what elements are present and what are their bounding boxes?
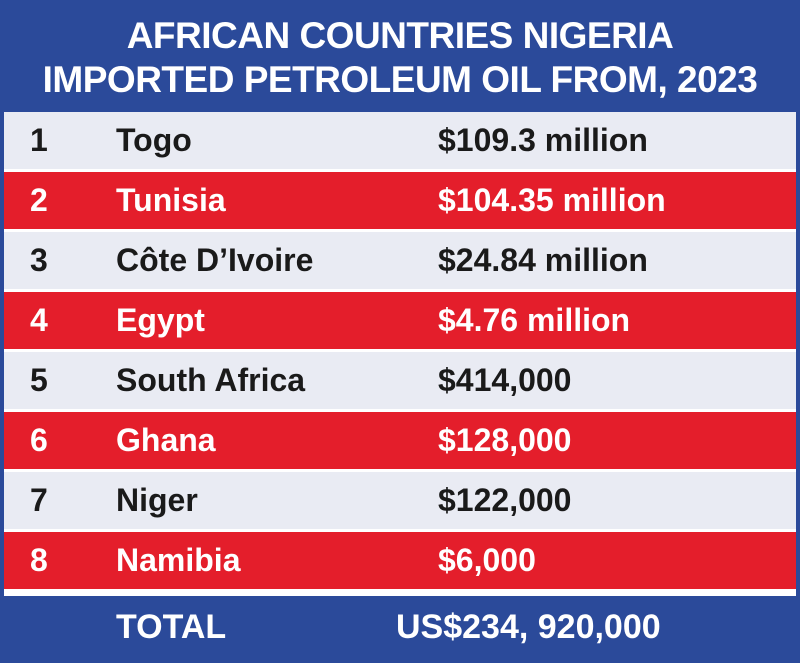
country-cell: Tunisia [116, 182, 226, 218]
table-row: 8 Namibia $6,000 [4, 532, 796, 592]
title-line-1: AFRICAN COUNTRIES NIGERIA [126, 15, 674, 56]
rank-cell: 8 [30, 542, 48, 578]
table-row: 2 Tunisia $104.35 million [4, 172, 796, 232]
value-cell: $109.3 million [438, 122, 648, 158]
country-cell: Egypt [116, 302, 205, 338]
rank-cell: 7 [30, 482, 48, 518]
country-cell: Côte D’Ivoire [116, 242, 314, 278]
rank-cell: 3 [30, 242, 48, 278]
country-cell: Togo [116, 122, 192, 158]
value-cell: $128,000 [438, 422, 572, 458]
table-row: 5 South Africa $414,000 [4, 352, 796, 412]
table-title: AFRICAN COUNTRIES NIGERIA IMPORTED PETRO… [4, 4, 796, 112]
table-row: 7 Niger $122,000 [4, 472, 796, 532]
title-line-2: IMPORTED PETROLEUM OIL FROM, 2023 [42, 59, 758, 100]
table-row: 6 Ghana $128,000 [4, 412, 796, 472]
table-body: 1 Togo $109.3 million 2 Tunisia $104.35 … [4, 112, 796, 592]
rank-cell: 4 [30, 302, 48, 338]
value-cell: $4.76 million [438, 302, 631, 338]
table-row: 1 Togo $109.3 million [4, 112, 796, 172]
value-cell: $122,000 [438, 482, 572, 518]
rank-cell: 2 [30, 182, 48, 218]
total-row: TOTAL US$234, 920,000 [4, 596, 796, 659]
country-cell: Niger [116, 482, 198, 518]
total-value: US$234, 920,000 [396, 608, 661, 646]
total-label: TOTAL [116, 608, 227, 646]
country-cell: Ghana [116, 422, 216, 458]
value-cell: $414,000 [438, 362, 572, 398]
country-cell: South Africa [116, 362, 306, 398]
table-row: 3 Côte D’Ivoire $24.84 million [4, 232, 796, 292]
table-row: 4 Egypt $4.76 million [4, 292, 796, 352]
rank-cell: 6 [30, 422, 48, 458]
value-cell: $6,000 [438, 542, 536, 578]
rank-cell: 1 [30, 122, 48, 158]
rank-cell: 5 [30, 362, 48, 398]
value-cell: $104.35 million [438, 182, 666, 218]
value-cell: $24.84 million [438, 242, 648, 278]
country-cell: Namibia [116, 542, 241, 578]
